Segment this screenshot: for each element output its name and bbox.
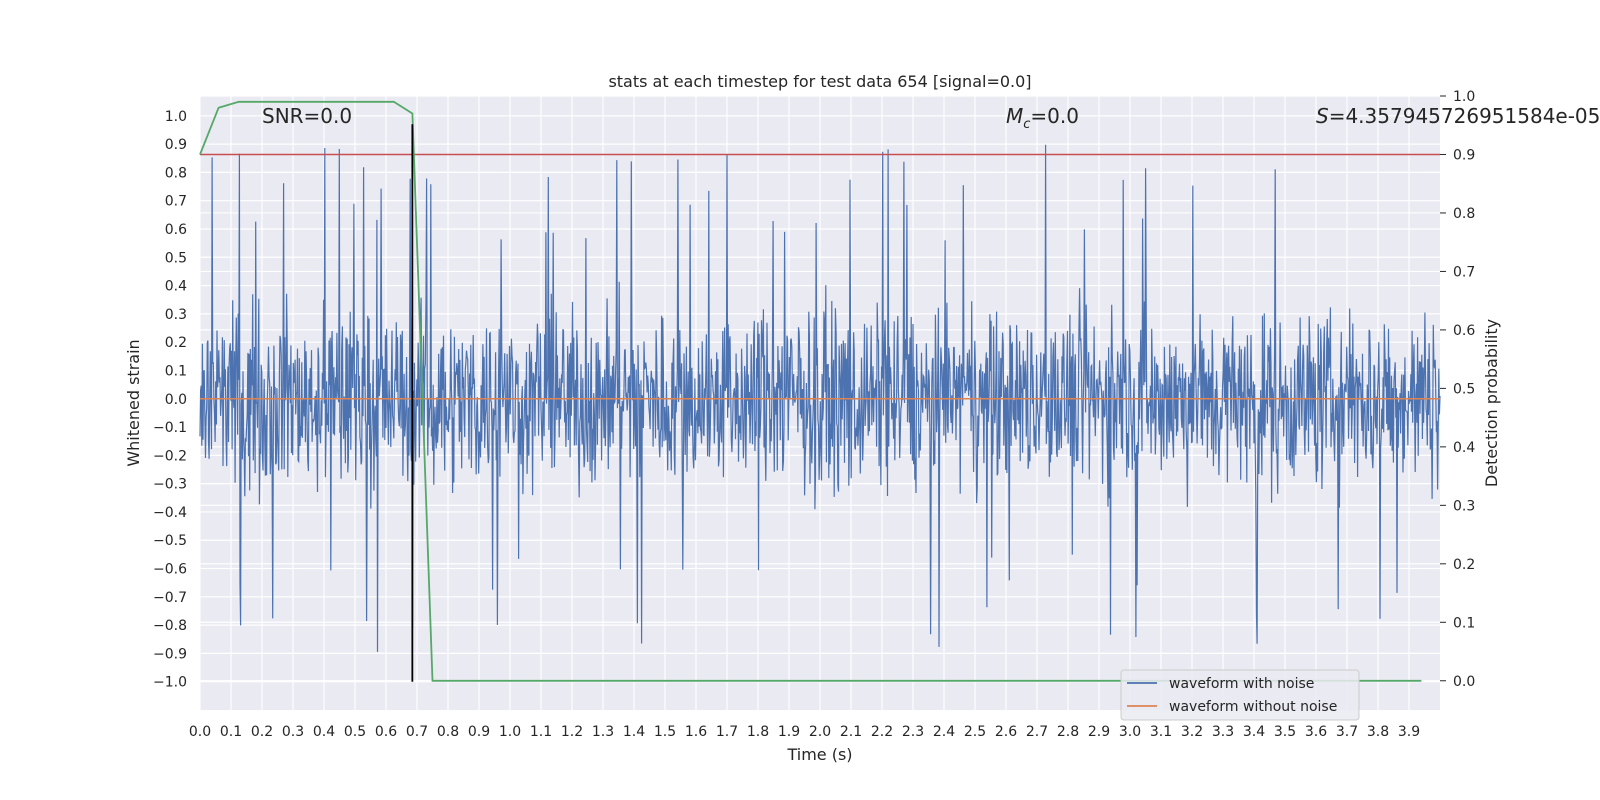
y-axis-label: Whitened strain	[124, 339, 143, 466]
legend: waveform with noise waveform without noi…	[1120, 669, 1360, 721]
x-tick-label: 3.9	[1398, 724, 1420, 740]
x-tick-label: 1.2	[561, 724, 583, 740]
x-tick-label: 1.0	[499, 724, 521, 740]
y2-axis-label: Detection probability	[1482, 319, 1501, 487]
y2-tick-label: 0.0	[1453, 674, 1475, 690]
series-waveform-with-noise	[199, 144, 1441, 652]
y2-tick-label: 0.2	[1453, 557, 1475, 573]
y-tick-label: 0.7	[165, 194, 187, 210]
y-tick-label: −0.1	[153, 420, 187, 436]
x-tick-label: 3.7	[1336, 724, 1358, 740]
x-tick-label: 1.6	[685, 724, 707, 740]
x-tick-label: 0.4	[313, 724, 335, 740]
x-tick-label: 2.6	[995, 724, 1017, 740]
x-tick-label: 2.9	[1088, 724, 1110, 740]
x-tick-label: 2.2	[871, 724, 893, 740]
x-tick-label: 1.5	[654, 724, 676, 740]
y-tick-label: 0.5	[165, 250, 187, 266]
y-tick-label: −0.6	[153, 562, 187, 578]
x-tick-label: 1.8	[747, 724, 769, 740]
x-tick-label: 3.5	[1274, 724, 1296, 740]
x-tick-label: 1.4	[623, 724, 645, 740]
mc-annotation: Mc=0.0	[1006, 104, 1079, 132]
y-tick-label: 0.2	[165, 335, 187, 351]
y-tick-label: 0.4	[165, 279, 187, 295]
x-tick-label: 1.3	[592, 724, 614, 740]
x-tick-label: 0.6	[375, 724, 397, 740]
x-tick-label: 2.4	[933, 724, 955, 740]
legend-label-clean: waveform without noise	[1169, 699, 1337, 715]
y-tick-label: −0.7	[153, 590, 187, 606]
y2-tick-label: 0.9	[1453, 147, 1475, 163]
x-tick-label: 2.8	[1057, 724, 1079, 740]
y-tick-label: −0.3	[153, 477, 187, 493]
x-tick-label: 0.2	[251, 724, 273, 740]
y2-tick-label: 0.1	[1453, 615, 1475, 631]
x-tick-label: 3.6	[1305, 724, 1327, 740]
x-tick-label: 3.8	[1367, 724, 1389, 740]
legend-box	[1120, 669, 1360, 721]
y2-tick-label: 0.4	[1453, 440, 1475, 456]
y-tick-label: −0.9	[153, 646, 187, 662]
y-axis-ticks: 1.0 0.9 0.8 0.7 0.6 0.5 0.4 0.3 0.2 0.1 0.0 −0.1 −0.…	[153, 109, 187, 691]
x-tick-label: 0.3	[282, 724, 304, 740]
y-tick-label: 0.3	[165, 307, 187, 323]
x-tick-label: 3.2	[1181, 724, 1203, 740]
x-tick-label: 0.5	[344, 724, 366, 740]
x-axis-ticks: 0.0 0.1 0.2 0.3 0.4 0.5 0.6 0.7 0.8 0.9 1.0 1.1 1.2 1…	[189, 724, 1420, 740]
y-tick-label: 0.8	[165, 165, 187, 181]
y-tick-label: −1.0	[153, 675, 187, 691]
series-detection-probability	[199, 100, 1422, 682]
x-tick-label: 3.3	[1212, 724, 1234, 740]
chart-title: stats at each timestep for test data 654…	[608, 72, 1031, 91]
x-tick-label: 3.0	[1119, 724, 1141, 740]
x-axis-label: Time (s)	[786, 745, 852, 764]
noise-waveform-path	[199, 144, 1441, 652]
y2-tick-label: 0.6	[1453, 323, 1475, 339]
legend-label-noise: waveform with noise	[1169, 676, 1314, 692]
x-tick-label: 0.0	[189, 724, 211, 740]
x-tick-label: 0.8	[437, 724, 459, 740]
x-tick-label: 1.7	[716, 724, 738, 740]
x-tick-label: 0.7	[406, 724, 428, 740]
x-tick-label: 2.3	[902, 724, 924, 740]
x-tick-label: 3.1	[1150, 724, 1172, 740]
x-tick-label: 2.5	[964, 724, 986, 740]
x-tick-label: 1.9	[778, 724, 800, 740]
x-tick-label: 2.1	[840, 724, 862, 740]
y2-tick-label: 0.5	[1453, 381, 1475, 397]
y-tick-label: −0.4	[153, 505, 187, 521]
y2-tick-label: 1.0	[1453, 89, 1475, 105]
x-tick-label: 2.7	[1026, 724, 1048, 740]
y-tick-label: 0.6	[165, 222, 187, 238]
y-tick-label: 0.9	[165, 137, 187, 153]
s-annotation: S=4.357945726951584e-05	[1316, 104, 1600, 128]
x-tick-label: 3.4	[1243, 724, 1265, 740]
y-tick-label: 0.1	[165, 363, 187, 379]
y2-axis-ticks: 1.0 0.9 0.8 0.7 0.6 0.5 0.4 0.3 0.2 0.1 0.0	[1440, 89, 1475, 690]
y-tick-label: 1.0	[165, 109, 187, 125]
y2-tick-label: 0.8	[1453, 206, 1475, 222]
snr-annotation: SNR=0.0	[262, 104, 352, 128]
x-tick-label: 0.1	[220, 724, 242, 740]
y-tick-label: −0.2	[153, 448, 187, 464]
y-tick-label: 0.0	[165, 392, 187, 408]
y-tick-label: −0.8	[153, 618, 187, 634]
y-tick-label: −0.5	[153, 533, 187, 549]
x-tick-label: 1.1	[530, 724, 552, 740]
y2-tick-label: 0.3	[1453, 498, 1475, 514]
x-tick-label: 0.9	[468, 724, 490, 740]
x-tick-label: 2.0	[809, 724, 831, 740]
y2-tick-label: 0.7	[1453, 264, 1475, 280]
